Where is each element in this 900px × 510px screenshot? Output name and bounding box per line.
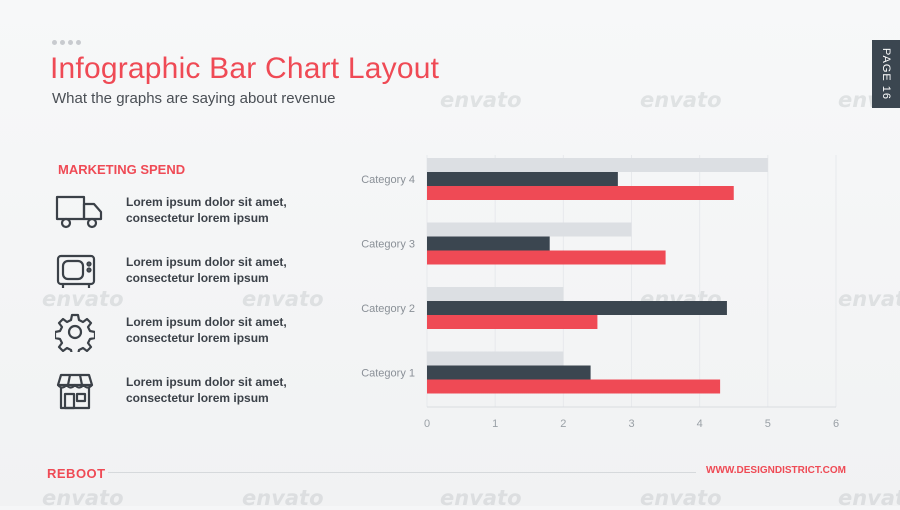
bar — [427, 158, 768, 172]
tv-icon — [55, 252, 96, 292]
watermark: envato — [838, 486, 900, 510]
bar — [427, 236, 550, 251]
watermark: envato — [640, 486, 722, 510]
bar — [427, 315, 598, 329]
list-item: Lorem ipsum dolor sit amet, consectetur … — [53, 312, 345, 357]
item-line-2: consectetur lorem ipsum — [126, 391, 269, 405]
item-line-2: consectetur lorem ipsum — [126, 331, 269, 345]
footer-divider — [108, 472, 696, 473]
bar — [427, 172, 618, 186]
bar — [427, 301, 727, 315]
page-title: Infographic Bar Chart Layout — [50, 52, 440, 85]
bar — [427, 379, 721, 394]
bar — [427, 250, 666, 265]
category-label: Category 1 — [361, 368, 415, 380]
watermark: envato — [440, 88, 522, 112]
page-number-label: PAGE 16 — [880, 47, 892, 101]
item-line-1: Lorem ipsum dolor sit amet, — [126, 315, 287, 329]
bar — [427, 287, 564, 301]
gear-icon — [53, 312, 97, 357]
watermark: envato — [42, 486, 124, 510]
watermark: envato — [640, 88, 722, 112]
item-line-2: consectetur lorem ipsum — [126, 211, 269, 225]
page-number-tab: PAGE 16 — [872, 40, 900, 108]
list-item: Lorem ipsum dolor sit amet, consectetur … — [55, 192, 345, 236]
watermark: envato — [242, 486, 324, 510]
list-item: Lorem ipsum dolor sit amet, consectetur … — [55, 372, 345, 416]
item-line-1: Lorem ipsum dolor sit amet, — [126, 195, 287, 209]
decorative-dots — [52, 40, 81, 45]
x-tick-label: 4 — [697, 418, 703, 430]
watermark: envato — [440, 486, 522, 510]
bar — [427, 222, 632, 237]
store-icon — [55, 372, 95, 412]
section-heading: MARKETING SPEND — [58, 162, 186, 177]
x-tick-label: 6 — [833, 418, 839, 430]
footer-url[interactable]: WWW.DESIGNDISTRICT.COM — [706, 465, 846, 476]
page-subtitle: What the graphs are saying about revenue — [52, 90, 336, 107]
list-item: Lorem ipsum dolor sit amet, consectetur … — [55, 252, 345, 296]
bar-chart: 0 1 2 3 4 5 6 Category 1 Category 2 Category 3 Cat… — [361, 155, 839, 430]
bar — [427, 351, 564, 366]
footer-brand: REBOOT — [47, 466, 106, 481]
item-line-2: consectetur lorem ipsum — [126, 271, 269, 285]
x-tick-label: 5 — [765, 418, 771, 430]
category-label: Category 2 — [361, 303, 415, 315]
x-tick-label: 1 — [492, 418, 498, 430]
x-tick-label: 2 — [560, 418, 566, 430]
truck-icon — [55, 192, 103, 232]
item-line-1: Lorem ipsum dolor sit amet, — [126, 255, 287, 269]
bar — [427, 186, 734, 200]
x-tick-label: 3 — [628, 418, 634, 430]
item-line-1: Lorem ipsum dolor sit amet, — [126, 375, 287, 389]
category-label: Category 3 — [361, 239, 415, 251]
category-label: Category 4 — [361, 174, 415, 186]
bar — [427, 365, 591, 380]
x-tick-label: 0 — [424, 418, 430, 430]
